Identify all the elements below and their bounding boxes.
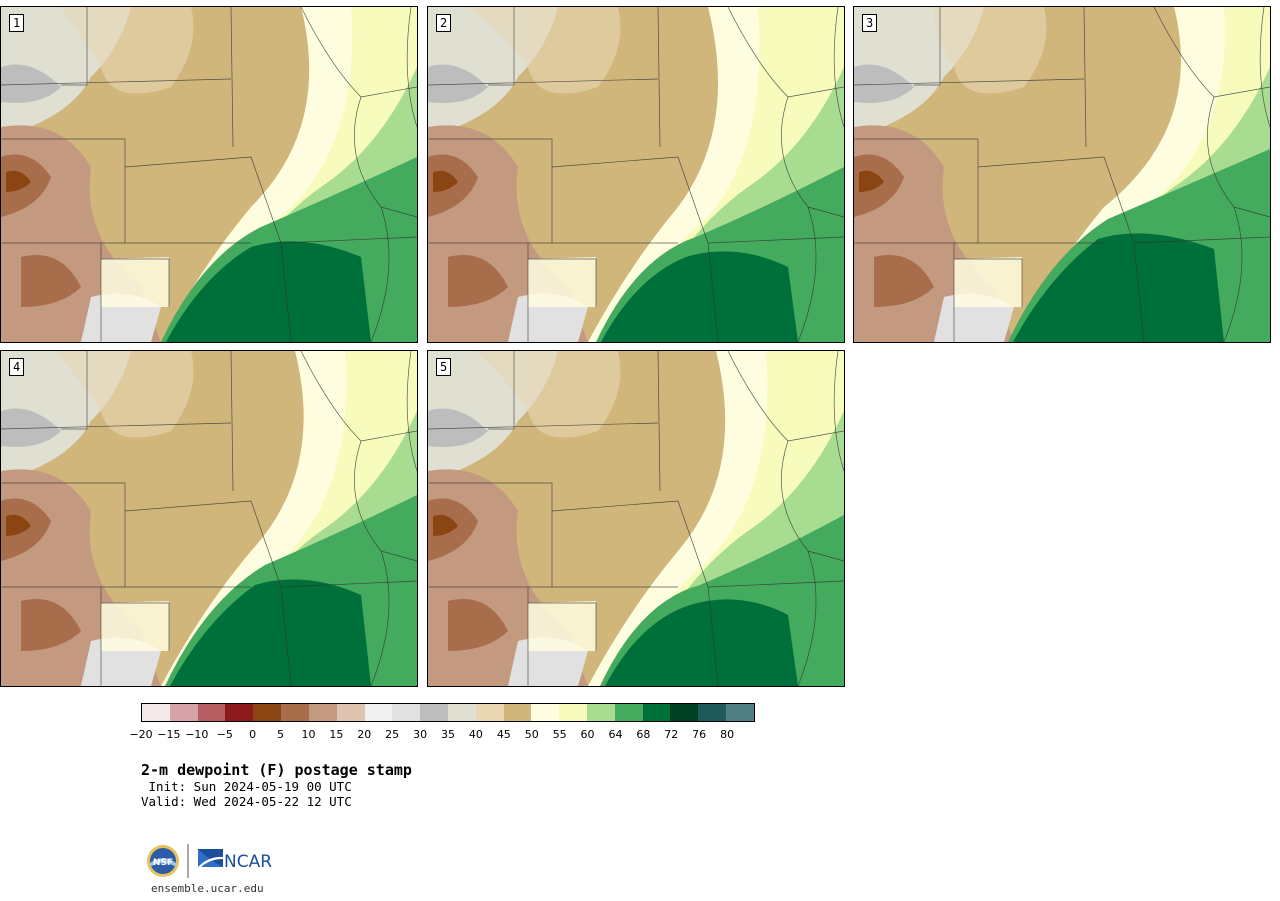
colorbar-tick-label: 72 xyxy=(664,728,678,741)
colorbar-tick-label: 76 xyxy=(692,728,706,741)
stamp-4: 4 xyxy=(0,350,418,687)
stamp-label: 1 xyxy=(9,14,24,32)
colorbar-tick-label: 20 xyxy=(357,728,371,741)
colorbar-swatch xyxy=(726,704,754,721)
colorbar-swatch xyxy=(337,704,365,721)
colorbar-tick-label: 35 xyxy=(441,728,455,741)
colorbar-tick-label: 64 xyxy=(608,728,622,741)
colorbar-swatch xyxy=(225,704,253,721)
stamp-label: 4 xyxy=(9,358,24,376)
colorbar-swatch xyxy=(698,704,726,721)
colorbar-tick-label: 55 xyxy=(553,728,567,741)
stamp-5: 5 xyxy=(427,350,845,687)
colorbar-tick-label: −20 xyxy=(129,728,152,741)
dewpoint-map-3 xyxy=(854,7,1270,342)
colorbar-swatch xyxy=(309,704,337,721)
colorbar-tick-label: 0 xyxy=(249,728,256,741)
stamp-label: 3 xyxy=(862,14,877,32)
colorbar-swatch xyxy=(531,704,559,721)
site-url: ensemble.ucar.edu xyxy=(151,882,264,895)
colorbar-swatch xyxy=(170,704,198,721)
stamp-label: 2 xyxy=(436,14,451,32)
colorbar-tick-label: 5 xyxy=(277,728,284,741)
colorbar-tick-label: 10 xyxy=(301,728,315,741)
colorbar-tick-label: 60 xyxy=(581,728,595,741)
colorbar-swatch xyxy=(587,704,615,721)
ncar-logo-text: NCAR xyxy=(224,852,272,872)
colorbar-tick-label: −15 xyxy=(157,728,180,741)
colorbar-swatch xyxy=(504,704,532,721)
valid-time: Valid: Wed 2024-05-22 12 UTC xyxy=(141,794,352,809)
colorbar-swatch xyxy=(392,704,420,721)
colorbar-swatch xyxy=(448,704,476,721)
nsf-logo-text: NSF xyxy=(153,858,173,868)
colorbar-tick-label: 80 xyxy=(720,728,734,741)
colorbar-swatch xyxy=(670,704,698,721)
dewpoint-map-1 xyxy=(1,7,417,342)
nsf-logo: NSF xyxy=(147,845,179,877)
colorbar-swatch xyxy=(281,704,309,721)
ncar-logo: NCAR xyxy=(198,849,272,872)
product-title: 2-m dewpoint (F) postage stamp xyxy=(141,761,412,779)
colorbar-swatch xyxy=(365,704,393,721)
stamp-label: 5 xyxy=(436,358,451,376)
colorbar-tick-label: 50 xyxy=(525,728,539,741)
colorbar-swatch xyxy=(198,704,226,721)
colorbar-tick-label: 45 xyxy=(497,728,511,741)
colorbar-tick-labels: −20 −15 −10 −5 0 5 10 15 20 25 30 35 40 45 50 55 60 64 68 7… xyxy=(141,728,755,742)
stamp-1: 1 xyxy=(0,6,418,343)
dewpoint-map-2 xyxy=(428,7,844,342)
colorbar-swatch xyxy=(253,704,281,721)
colorbar-tick-label: 25 xyxy=(385,728,399,741)
logos: NSF NCAR xyxy=(145,843,275,881)
dewpoint-map-4 xyxy=(1,351,417,686)
colorbar-tick-label: −5 xyxy=(217,728,233,741)
dewpoint-map-5 xyxy=(428,351,844,686)
colorbar-swatch xyxy=(615,704,643,721)
colorbar-swatch xyxy=(476,704,504,721)
stamp-3: 3 xyxy=(853,6,1271,343)
colorbar-swatch xyxy=(559,704,587,721)
init-time: Init: Sun 2024-05-19 00 UTC xyxy=(141,779,352,794)
dewpoint-colorbar xyxy=(141,703,755,722)
colorbar-tick-label: 30 xyxy=(413,728,427,741)
colorbar-tick-label: −10 xyxy=(185,728,208,741)
colorbar-tick-label: 15 xyxy=(329,728,343,741)
colorbar-swatch xyxy=(420,704,448,721)
colorbar-tick-label: 68 xyxy=(636,728,650,741)
stamp-2: 2 xyxy=(427,6,845,343)
colorbar-tick-label: 40 xyxy=(469,728,483,741)
colorbar-swatch xyxy=(643,704,671,721)
colorbar-swatch xyxy=(142,704,170,721)
